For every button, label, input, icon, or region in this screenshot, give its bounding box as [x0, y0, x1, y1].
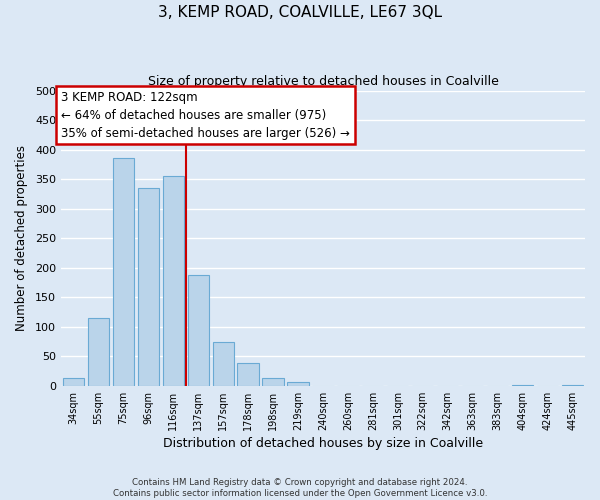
Bar [113, 158, 134, 386]
Bar [137, 188, 159, 386]
Bar [163, 176, 184, 386]
Bar [188, 275, 209, 386]
Y-axis label: Number of detached properties: Number of detached properties [15, 145, 28, 331]
Text: 3, KEMP ROAD, COALVILLE, LE67 3QL: 3, KEMP ROAD, COALVILLE, LE67 3QL [158, 5, 442, 20]
Title: Size of property relative to detached houses in Coalville: Size of property relative to detached ho… [148, 75, 499, 88]
X-axis label: Distribution of detached houses by size in Coalville: Distribution of detached houses by size … [163, 437, 483, 450]
Bar [562, 384, 583, 386]
Bar [88, 318, 109, 386]
Bar [212, 342, 234, 386]
Text: 3 KEMP ROAD: 122sqm
← 64% of detached houses are smaller (975)
35% of semi-detac: 3 KEMP ROAD: 122sqm ← 64% of detached ho… [61, 90, 350, 140]
Bar [512, 384, 533, 386]
Bar [63, 378, 84, 386]
Bar [287, 382, 308, 386]
Text: Contains HM Land Registry data © Crown copyright and database right 2024.
Contai: Contains HM Land Registry data © Crown c… [113, 478, 487, 498]
Bar [238, 364, 259, 386]
Bar [262, 378, 284, 386]
